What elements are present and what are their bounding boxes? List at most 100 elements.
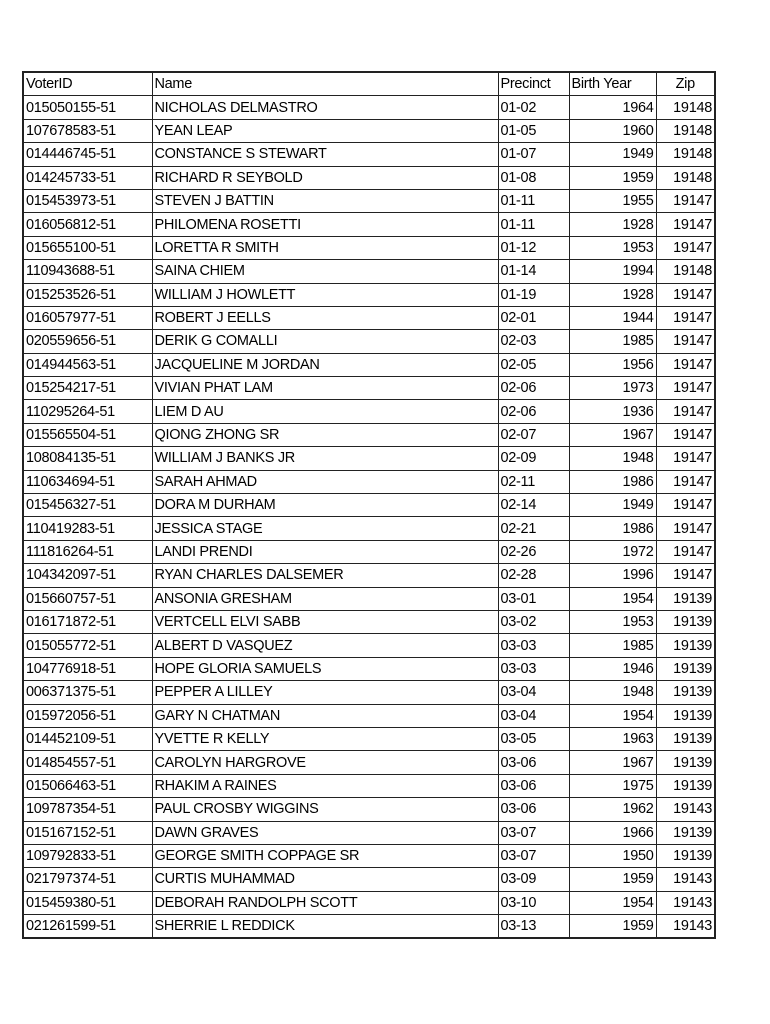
birth-year-cell: 1953	[568, 235, 657, 261]
name-cell: LORETTA R SMITH	[151, 235, 499, 261]
precinct-cell: 01-08	[497, 165, 570, 190]
name-cell: PHILOMENA ROSETTI	[151, 212, 499, 237]
birth-year-cell: 1966	[568, 820, 657, 845]
name-cell: PEPPER A LILLEY	[151, 680, 499, 705]
birth-year-cell: 1954	[568, 890, 657, 916]
birth-year-cell: 1956	[568, 352, 657, 378]
name-cell: CURTIS MUHAMMAD	[151, 867, 499, 892]
voterid-cell: 016171872-51	[22, 609, 153, 635]
table-row: 021797374-51 CURTIS MUHAMMAD 03-09 1959 1914…	[22, 867, 716, 892]
zip-cell: 19139	[655, 703, 716, 728]
zip-cell: 19147	[655, 422, 716, 448]
table-row: 016056812-51 PHILOMENA ROSETTI 01-11 1928 19…	[22, 212, 716, 237]
voterid-cell: 110295264-51	[22, 399, 153, 424]
precinct-cell: 02-21	[497, 516, 570, 541]
name-cell: YVETTE R KELLY	[151, 726, 499, 752]
birth-year-cell: 1967	[568, 422, 657, 448]
name-cell: DERIK G COMALLI	[151, 329, 499, 354]
zip-cell: 19139	[655, 633, 716, 658]
voterid-cell: 110634694-51	[22, 469, 153, 495]
name-cell: LIEM D AU	[151, 399, 499, 424]
precinct-cell: 03-07	[497, 843, 570, 869]
birth-year-cell: 1959	[568, 867, 657, 892]
table-row: 014446745-51 CONSTANCE S STEWART 01-07 1949…	[22, 142, 716, 167]
precinct-cell: 03-06	[497, 797, 570, 822]
table-row: 015050155-51 NICHOLAS DELMASTRO 01-02 1964 1…	[22, 95, 716, 120]
table-row: 109787354-51 PAUL CROSBY WIGGINS 03-06 1962…	[22, 797, 716, 822]
birth-year-cell: 1967	[568, 750, 657, 775]
zip-cell: 19139	[655, 609, 716, 635]
birth-year-cell: 1996	[568, 563, 657, 588]
zip-cell: 19143	[655, 867, 716, 892]
zip-cell: 19139	[655, 726, 716, 752]
name-cell: CONSTANCE S STEWART	[151, 142, 499, 167]
precinct-cell: 01-11	[497, 188, 570, 214]
birth-year-cell: 1949	[568, 493, 657, 518]
zip-cell: 19148	[655, 118, 716, 144]
zip-cell: 19139	[655, 843, 716, 869]
zip-cell: 19139	[655, 820, 716, 845]
precinct-cell: 03-01	[497, 586, 570, 611]
precinct-cell: 03-03	[497, 656, 570, 682]
voterid-cell: 016056812-51	[22, 212, 153, 237]
birth-year-cell: 1972	[568, 539, 657, 565]
voterid-cell: 015456327-51	[22, 493, 153, 518]
birth-year-cell: 1960	[568, 118, 657, 144]
voterid-cell: 109792833-51	[22, 843, 153, 869]
birth-year-cell: 1962	[568, 797, 657, 822]
name-cell: SHERRIE L REDDICK	[151, 914, 499, 939]
name-cell: YEAN LEAP	[151, 118, 499, 144]
precinct-cell: 02-07	[497, 422, 570, 448]
voterid-cell: 015254217-51	[22, 376, 153, 401]
precinct-cell: 02-28	[497, 563, 570, 588]
precinct-cell: 01-19	[497, 282, 570, 307]
table-row: 111816264-51 LANDI PRENDI 02-26 1972 19147	[22, 539, 716, 565]
zip-cell: 19147	[655, 446, 716, 471]
birth-year-cell: 1985	[568, 329, 657, 354]
zip-cell: 19139	[655, 656, 716, 682]
table-row: 014452109-51 YVETTE R KELLY 03-05 1963 19139	[22, 726, 716, 752]
precinct-cell: 03-13	[497, 914, 570, 939]
name-cell: JESSICA STAGE	[151, 516, 499, 541]
voterid-cell: 015066463-51	[22, 773, 153, 799]
name-cell: HOPE GLORIA SAMUELS	[151, 656, 499, 682]
name-cell: DEBORAH RANDOLPH SCOTT	[151, 890, 499, 916]
table-body: 015050155-51 NICHOLAS DELMASTRO 01-02 1964 1…	[22, 95, 716, 939]
zip-cell: 19143	[655, 914, 716, 939]
precinct-cell: 03-05	[497, 726, 570, 752]
precinct-cell: 01-02	[497, 95, 570, 120]
birth-year-cell: 1959	[568, 165, 657, 190]
precinct-cell: 01-05	[497, 118, 570, 144]
name-cell: VIVIAN PHAT LAM	[151, 376, 499, 401]
birth-year-cell: 1949	[568, 142, 657, 167]
table-row: 014854557-51 CAROLYN HARGROVE 03-06 1967 191…	[22, 750, 716, 775]
precinct-cell: 03-07	[497, 820, 570, 845]
table-row: 015565504-51 QIONG ZHONG SR 02-07 1967 19147	[22, 422, 716, 448]
birth-year-cell: 1994	[568, 259, 657, 284]
name-cell: SARAH AHMAD	[151, 469, 499, 495]
voterid-cell: 014944563-51	[22, 352, 153, 378]
zip-cell: 19139	[655, 586, 716, 611]
name-cell: DAWN GRAVES	[151, 820, 499, 845]
precinct-cell: 03-03	[497, 633, 570, 658]
voterid-cell: 015167152-51	[22, 820, 153, 845]
name-cell: GARY N CHATMAN	[151, 703, 499, 728]
table-row: 016171872-51 VERTCELL ELVI SABB 03-02 1953 1…	[22, 609, 716, 635]
voterid-cell: 015655100-51	[22, 235, 153, 261]
header-zip: Zip	[655, 71, 716, 97]
zip-cell: 19147	[655, 352, 716, 378]
birth-year-cell: 1950	[568, 843, 657, 869]
name-cell: NICHOLAS DELMASTRO	[151, 95, 499, 120]
name-cell: ROBERT J EELLS	[151, 305, 499, 331]
name-cell: ALBERT D VASQUEZ	[151, 633, 499, 658]
voterid-cell: 110943688-51	[22, 259, 153, 284]
zip-cell: 19148	[655, 95, 716, 120]
precinct-cell: 02-14	[497, 493, 570, 518]
birth-year-cell: 1936	[568, 399, 657, 424]
birth-year-cell: 1973	[568, 376, 657, 401]
birth-year-cell: 1955	[568, 188, 657, 214]
zip-cell: 19147	[655, 493, 716, 518]
table-row: 015253526-51 WILLIAM J HOWLETT 01-19 1928 19…	[22, 282, 716, 307]
precinct-cell: 02-06	[497, 376, 570, 401]
zip-cell: 19147	[655, 305, 716, 331]
